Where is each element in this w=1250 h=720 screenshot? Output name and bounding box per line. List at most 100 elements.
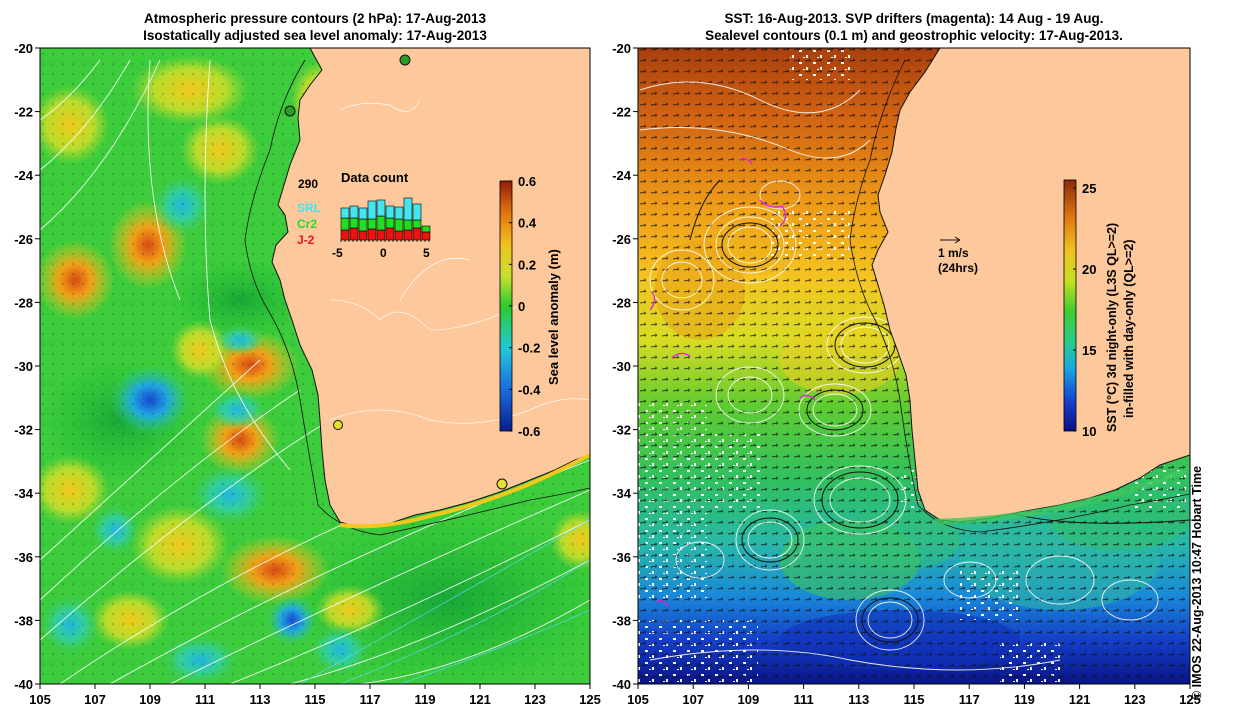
colorbar-tick-label: 0.4 xyxy=(518,216,537,231)
lon-tick-label: 113 xyxy=(250,692,271,707)
lat-tick-label: -38 xyxy=(14,613,33,628)
ssla-colorbar: 0.6 0.4 0.2 0 -0.2 -0.4 -0.6 Sea level anomaly… xyxy=(499,174,561,439)
colorbar-tick-label: -0.4 xyxy=(518,382,541,397)
inset-bar xyxy=(412,227,422,241)
colorbar-tick-label: 20 xyxy=(1082,262,1096,277)
inset-bar xyxy=(403,197,413,221)
velocity-scale-label: 1 m/s xyxy=(938,246,969,260)
lat-tick-label: -40 xyxy=(14,677,33,692)
inset-bar xyxy=(376,215,386,231)
left-title: Atmospheric pressure contours (2 hPa): 1… xyxy=(40,10,590,44)
inset-xtick-0: 0 xyxy=(380,246,387,260)
velocity-scale-sub: (24hrs) xyxy=(938,261,978,275)
lon-tick-label: 123 xyxy=(1124,692,1146,707)
inset-bar xyxy=(349,217,359,229)
sealevel-contours xyxy=(639,81,1159,671)
lat-tick-label: -26 xyxy=(612,232,631,247)
lon-tick-label: 121 xyxy=(469,692,491,707)
lat-tick-label: -38 xyxy=(612,613,631,628)
inset-bar xyxy=(358,218,368,232)
right-land xyxy=(871,48,1190,523)
right-lon-axis: 105 107 109 111 113 115 117 119 121 123 125 xyxy=(627,684,1201,707)
inset-bar xyxy=(421,225,431,233)
inset-bar xyxy=(358,207,368,220)
lon-tick-label: 107 xyxy=(682,692,704,707)
right-title-line1: SST: 16-Aug-2013. SVP drifters (magenta)… xyxy=(724,11,1104,26)
lon-tick-label: 119 xyxy=(415,692,436,707)
lat-tick-label: -30 xyxy=(612,359,631,374)
credit-text: © IMOS 22-Aug-2013 10:47 Hobart Time xyxy=(1190,465,1204,700)
inset-bar xyxy=(394,218,404,232)
inset-title: Data count xyxy=(341,170,409,185)
colorbar-tick-label: -0.2 xyxy=(518,341,540,356)
lon-tick-label: 121 xyxy=(1069,692,1091,707)
lon-tick-label: 105 xyxy=(627,692,649,707)
lon-tick-label: 119 xyxy=(1014,692,1035,707)
lon-tick-label: 117 xyxy=(959,692,980,707)
inset-legend-srl: SRL xyxy=(297,201,321,215)
lon-tick-label: 125 xyxy=(579,692,601,707)
inset-bar xyxy=(394,230,404,241)
inset-bar xyxy=(340,217,350,231)
colorbar-tick-label: 10 xyxy=(1082,424,1096,439)
inset-legend-cr2: Cr2 xyxy=(297,217,317,231)
colorbar-tick-label: -0.6 xyxy=(518,424,540,439)
inset-bar xyxy=(394,206,404,220)
right-title: SST: 16-Aug-2013. SVP drifters (magenta)… xyxy=(638,10,1190,44)
inset-bar xyxy=(376,199,386,217)
inset-legend-j2: J-2 xyxy=(297,233,315,247)
inset-bar xyxy=(358,230,368,241)
inset-bar xyxy=(403,229,413,241)
left-title-line2: Isostatically adjusted sea level anomaly… xyxy=(143,28,487,43)
lon-tick-label: 105 xyxy=(29,692,51,707)
lat-tick-label: -24 xyxy=(612,168,632,183)
lat-tick-label: -34 xyxy=(612,486,632,501)
lat-tick-label: -20 xyxy=(612,41,631,56)
lat-tick-label: -22 xyxy=(612,105,631,120)
right-lat-axis: -20 -22 -24 -26 -28 -30 -32 -34 -36 -38 -40 xyxy=(612,41,638,692)
inset-bar xyxy=(385,217,395,229)
left-lon-axis: 105 107 109 111 113 115 117 119 121 123 125 xyxy=(29,684,601,707)
inset-bar xyxy=(349,205,359,219)
sst-colorbar: 25 20 15 10 SST (°C) 3d night-only (L3S QL>… xyxy=(1063,179,1136,439)
lat-tick-label: -40 xyxy=(612,677,631,692)
lon-tick-label: 123 xyxy=(524,692,546,707)
colorbar-tick-label: 25 xyxy=(1082,181,1096,196)
lat-tick-label: -36 xyxy=(612,550,631,565)
colorbar-tick-label: 0 xyxy=(518,299,525,314)
inset-bar xyxy=(412,219,422,229)
lat-tick-label: -24 xyxy=(14,168,34,183)
inset-bar xyxy=(367,200,377,220)
inset-bar xyxy=(421,231,431,241)
lat-tick-label: -32 xyxy=(14,423,33,438)
lon-tick-label: 107 xyxy=(84,692,106,707)
lon-tick-label: 115 xyxy=(305,692,326,707)
lon-tick-label: 111 xyxy=(195,692,215,707)
inset-bar xyxy=(367,218,377,230)
inset-bar xyxy=(376,229,386,241)
svp-drifters xyxy=(649,158,816,607)
colorbar-tick-label: 0.2 xyxy=(518,257,536,272)
left-map xyxy=(40,48,590,684)
inset-bar xyxy=(340,229,350,241)
inset-bar xyxy=(349,227,359,241)
sst-colorbar-label-2: in-filled with day-only (QL>=2) xyxy=(1122,240,1136,419)
inset-max: 290 xyxy=(298,177,318,191)
ssla-colorbar-label: Sea level anomaly (m) xyxy=(546,249,561,385)
lon-tick-label: 111 xyxy=(793,692,813,707)
inset-bar xyxy=(385,227,395,241)
colorbar-tick-label: 15 xyxy=(1082,343,1096,358)
inset-xtick-5: 5 xyxy=(423,246,430,260)
right-map: 1 m/s (24hrs) xyxy=(638,48,1190,684)
lat-tick-label: -20 xyxy=(14,41,33,56)
left-lat-axis: -20 -22 -24 -26 -28 -30 -32 -34 -36 -38 -40 xyxy=(14,41,40,692)
inset-bar xyxy=(367,228,377,241)
lat-tick-label: -34 xyxy=(14,486,34,501)
inset-bar xyxy=(385,205,395,219)
colorbar-tick-label: 0.6 xyxy=(518,174,536,189)
inset-bars xyxy=(340,197,431,241)
inset-xtick-neg5: -5 xyxy=(332,246,343,260)
lon-tick-label: 115 xyxy=(904,692,925,707)
lon-tick-label: 109 xyxy=(139,692,161,707)
